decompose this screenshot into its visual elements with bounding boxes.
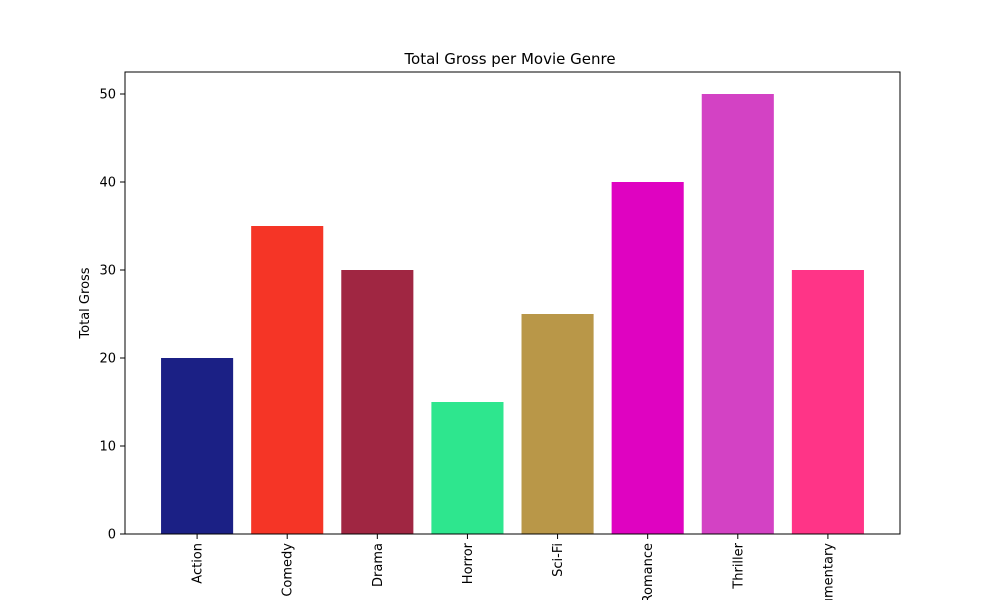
x-tick-label: Romance — [641, 543, 656, 600]
bar-horror — [431, 402, 504, 534]
y-tick-label: 10 — [99, 440, 116, 455]
y-tick-label: 20 — [99, 352, 116, 367]
bar-comedy — [251, 226, 324, 534]
x-tick-label: Action — [191, 543, 206, 584]
chart-title: Total Gross per Movie Genre — [403, 50, 615, 68]
x-tick-label: Horror — [461, 542, 476, 584]
y-tick-label: 30 — [99, 264, 116, 279]
x-tick-label: Comedy — [281, 543, 296, 597]
x-tick-label: Drama — [371, 543, 386, 587]
x-tick-label: Documentary — [821, 543, 836, 600]
x-tick-label: Sci-Fi — [551, 543, 566, 577]
bar-action — [161, 358, 234, 534]
plot-frame — [124, 71, 901, 535]
bars — [161, 94, 864, 534]
bar-romance — [611, 182, 684, 534]
y-tick-label: 50 — [99, 88, 116, 103]
x-axis: Action Comedy Drama Horror Sci-Fi Romance Thri… — [191, 534, 836, 600]
y-tick-label: 0 — [108, 528, 116, 543]
bar-documentary — [791, 270, 864, 534]
bar-sci-fi — [521, 314, 594, 534]
y-tick-label: 40 — [99, 176, 116, 191]
y-axis-label: Total Gross — [78, 267, 93, 339]
bar-drama — [341, 270, 414, 534]
y-axis: 0 10 20 30 40 50 — [99, 88, 125, 543]
bar-thriller — [701, 94, 774, 534]
x-tick-label: Thriller — [731, 542, 746, 589]
